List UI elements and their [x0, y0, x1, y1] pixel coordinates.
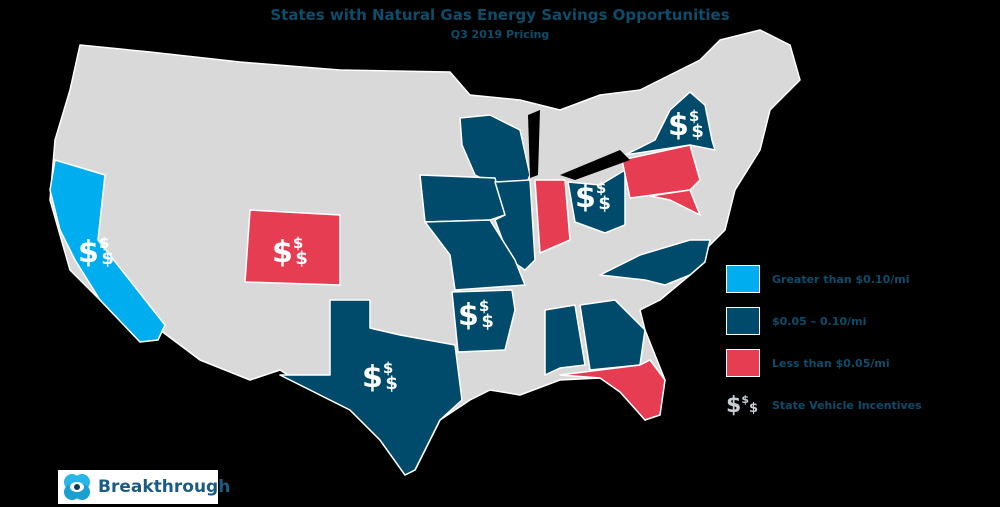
- state-new-york: [624, 91, 716, 156]
- legend-item-incentives: $$$ State Vehicle Incentives: [726, 384, 922, 426]
- legend-label: State Vehicle Incentives: [772, 398, 922, 412]
- legend-label: Less than $0.05/mi: [772, 356, 890, 370]
- dollar-signs-icon: $$$: [726, 392, 759, 418]
- state-california: [49, 159, 166, 343]
- state-arkansas: [451, 289, 516, 353]
- breakthrough-logo: Breakthrough: [58, 470, 230, 504]
- legend-item-less: Less than $0.05/mi: [726, 342, 922, 384]
- state-georgia: [579, 299, 646, 371]
- legend-item-greater: Greater than $0.10/mi: [726, 258, 922, 300]
- state-maryland: [649, 189, 701, 216]
- state-alabama: [544, 304, 586, 376]
- map-title: States with Natural Gas Energy Savings O…: [270, 6, 730, 24]
- map-subtitle: Q3 2019 Pricing: [450, 28, 550, 41]
- legend-label: Greater than $0.10/mi: [772, 272, 910, 286]
- state-north-carolina: [599, 239, 711, 286]
- legend: Greater than $0.10/mi $0.05 – 0.10/mi Le…: [726, 258, 922, 426]
- swatch-blue: [726, 265, 760, 293]
- swatch-red: [726, 349, 760, 377]
- lake-michigan: [528, 110, 540, 178]
- state-colorado: [244, 209, 341, 286]
- lake-erie: [560, 150, 630, 180]
- legend-label: $0.05 – 0.10/mi: [772, 314, 867, 328]
- swatch-dark: [726, 307, 760, 335]
- state-indiana: [534, 179, 571, 254]
- state-florida: [559, 359, 666, 421]
- logo-icon: [62, 474, 92, 500]
- state-missouri: [424, 219, 526, 291]
- legend-item-mid: $0.05 – 0.10/mi: [726, 300, 922, 342]
- state-texas: [279, 299, 463, 476]
- state-iowa: [419, 174, 506, 223]
- logo-text: Breakthrough: [98, 477, 231, 497]
- state-ohio: [567, 169, 626, 234]
